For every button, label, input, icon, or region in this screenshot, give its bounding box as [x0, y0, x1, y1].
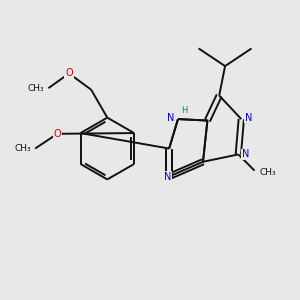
Text: CH₃: CH₃: [14, 144, 31, 153]
Text: O: O: [65, 68, 73, 78]
Text: N: N: [242, 149, 249, 159]
Text: N: N: [245, 112, 252, 123]
Text: N: N: [167, 113, 174, 124]
Text: O: O: [53, 129, 61, 139]
Text: CH₃: CH₃: [27, 84, 44, 93]
Text: CH₃: CH₃: [260, 168, 277, 177]
Text: H: H: [181, 106, 188, 115]
Text: N: N: [164, 172, 171, 182]
